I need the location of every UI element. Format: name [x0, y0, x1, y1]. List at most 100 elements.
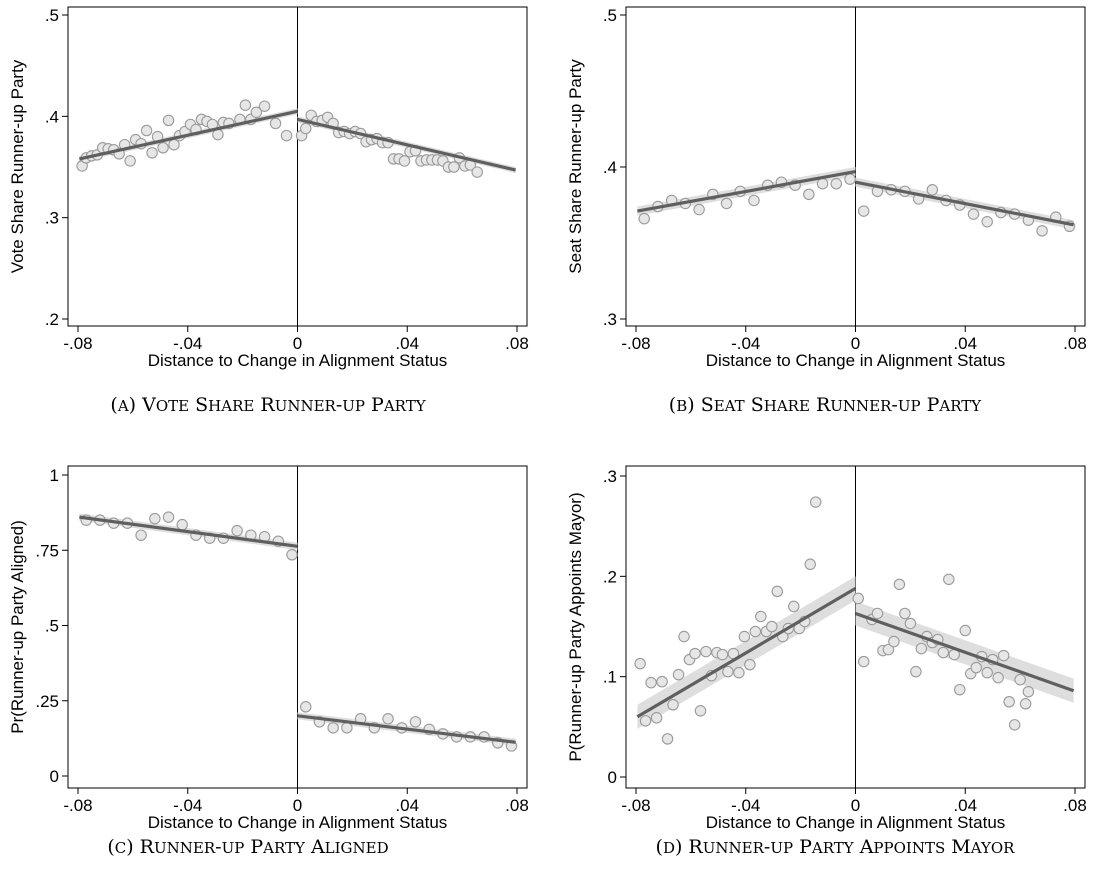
data-point — [844, 173, 856, 185]
data-point — [893, 578, 906, 591]
data-point — [269, 117, 282, 130]
data-point — [788, 600, 800, 613]
x-tick-label: -.08 — [621, 796, 650, 815]
fit-line-left — [636, 586, 857, 719]
data-point — [656, 675, 668, 688]
data-point — [157, 141, 169, 154]
x-tick-label: -.04 — [731, 334, 760, 353]
data-point — [471, 166, 483, 178]
data-point — [286, 549, 298, 561]
y-tick-label: .5 — [603, 6, 617, 25]
data-point — [231, 524, 243, 537]
data-point — [888, 635, 900, 648]
data-point — [638, 212, 650, 225]
y-tick-label: .25 — [35, 692, 59, 711]
data-point — [744, 658, 756, 671]
fit-line-right — [297, 117, 516, 172]
data-point — [748, 194, 760, 207]
data-point — [716, 648, 729, 661]
y-tick-label: .1 — [603, 668, 617, 687]
data-point — [981, 666, 993, 679]
data-point — [250, 106, 263, 119]
x-tick-label: .08 — [1063, 334, 1087, 353]
panel-caption: (C) RUNNER-UP PARTY ALIGNED — [107, 836, 388, 858]
data-point — [645, 676, 657, 689]
y-tick-label: 0 — [50, 767, 59, 786]
y-tick-label: .5 — [45, 6, 59, 25]
x-axis-label: Distance to Change in Alignment Status — [148, 813, 448, 832]
data-point — [809, 496, 822, 508]
x-tick-label: 0 — [851, 796, 860, 815]
data-point — [1019, 698, 1032, 710]
data-point — [722, 665, 734, 678]
x-tick-label: .04 — [395, 796, 419, 815]
y-tick-label: .3 — [603, 310, 617, 329]
data-point — [1036, 225, 1048, 237]
data-point — [910, 665, 922, 678]
data-point — [981, 215, 993, 228]
data-point — [915, 642, 928, 655]
data-point — [678, 630, 690, 643]
data-point — [176, 518, 189, 531]
fit-line-left — [79, 515, 298, 548]
data-point — [693, 203, 705, 216]
data-point — [992, 671, 1004, 684]
data-point — [672, 668, 685, 681]
data-point — [1014, 673, 1026, 686]
data-point — [755, 610, 767, 623]
x-tick-label: -.08 — [621, 334, 650, 353]
data-point — [382, 713, 394, 725]
data-point — [398, 155, 411, 167]
data-point — [694, 705, 707, 717]
data-point — [804, 558, 816, 571]
data-point — [299, 701, 312, 713]
x-tick-label: .04 — [953, 334, 977, 353]
y-tick-label: 1 — [50, 466, 59, 485]
data-point — [327, 722, 339, 734]
data-point — [970, 661, 982, 674]
data-point — [634, 657, 646, 670]
fit-line-left — [79, 109, 298, 161]
data-point — [140, 124, 153, 137]
data-point — [661, 733, 674, 745]
data-point — [852, 592, 864, 605]
data-point — [720, 197, 733, 210]
fit-line-left — [637, 169, 856, 213]
data-point — [871, 607, 884, 620]
chart-panel-4: 0 .1 .2 .3 -.08 -.04 0 .04 .08 Distance to Change… — [566, 465, 1087, 858]
data-point — [937, 646, 950, 659]
data-point — [882, 643, 895, 656]
y-tick-label: .3 — [45, 209, 59, 228]
data-point — [409, 716, 422, 728]
x-tick-label: -.04 — [173, 334, 202, 353]
data-point — [749, 625, 762, 638]
x-axis-label: Distance to Change in Alignment Status — [706, 813, 1006, 832]
chart-panel-2: .3 .4 .5 -.08 -.04 0 .04 .08 Distance to Change … — [566, 6, 1087, 416]
data-point — [857, 655, 870, 668]
y-tick-label: 0 — [608, 768, 617, 787]
y-axis-label: Vote Share Runner-up Party — [8, 59, 27, 273]
data-point — [149, 512, 161, 525]
x-tick-label: -.04 — [173, 796, 202, 815]
data-point — [733, 666, 745, 679]
y-tick-label: .75 — [35, 541, 59, 560]
panel-caption: (D) RUNNER-UP PARTY APPOINTS MAYOR — [656, 836, 1016, 858]
x-tick-label: .04 — [953, 796, 977, 815]
x-tick-label: -.08 — [63, 796, 92, 815]
data-point — [650, 712, 663, 724]
data-point — [830, 177, 843, 190]
y-tick-label: .4 — [603, 158, 617, 177]
y-axis-label: P(Runner-up Party Appoints Mayor) — [566, 492, 585, 761]
x-tick-label: .08 — [505, 334, 529, 353]
data-point — [239, 99, 252, 111]
fit-line-right — [297, 714, 516, 744]
data-point — [959, 624, 971, 637]
data-point — [899, 607, 911, 620]
data-point — [926, 184, 939, 196]
data-point — [639, 715, 652, 727]
data-point — [857, 205, 870, 217]
data-point — [162, 511, 175, 523]
data-point — [904, 617, 917, 630]
data-point — [700, 645, 712, 658]
x-tick-label: -.08 — [63, 334, 92, 353]
